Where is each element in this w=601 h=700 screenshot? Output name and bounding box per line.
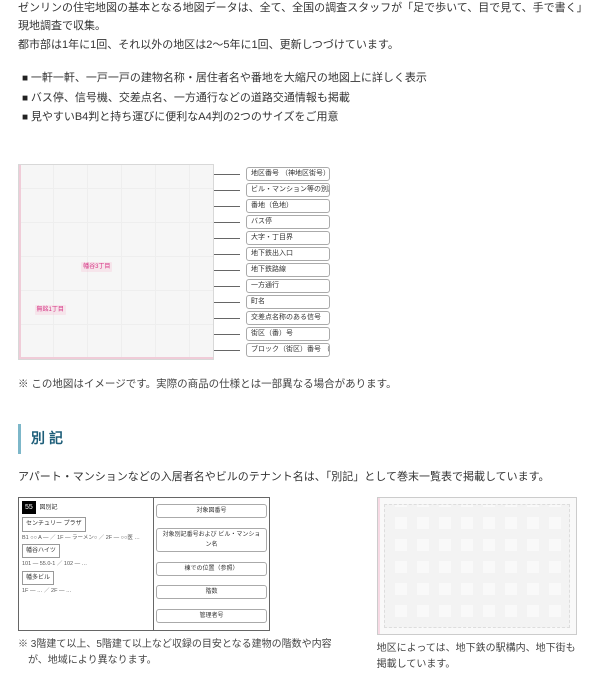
idx-pill: 棟での位置（参照） [156, 562, 267, 576]
bekki-left-caption: ※ 3階建て以上、5階建て以上など収録の目安となる建物の階数や内容が、地域により… [18, 637, 347, 669]
idx-pill: 階数 [156, 585, 267, 599]
map-label-a: 幡谷3丁目 [81, 262, 112, 272]
idx-pill: 対象別記番号および ビル・マンション名 [156, 528, 267, 552]
fig-badge-text: 図別記 [39, 505, 57, 511]
idx-pill: 対象図番号 [156, 504, 267, 518]
map-legend: 地区番号 （神地区街号） ビル・マンション等の別記整理番号 番地（色地） バス停… [214, 164, 330, 360]
bekki-desc: アパート・マンションなどの入居者名やビルのテナント名は、「別記」として巻末一覧表… [18, 468, 583, 487]
legend-item: 交差点名称のある信号 [246, 311, 330, 325]
legend-item: 街区（番）号 [246, 327, 330, 341]
feature-item: 一軒一軒、一戸一戸の建物名称・居住者名や番地を大縮尺の地図上に詳しく表示 [22, 69, 583, 89]
legend-item: 地下鉄路線 [246, 263, 330, 277]
bekki-right-col: 地区によっては、地下鉄の駅構内、地下街も掲載しています。 [377, 497, 583, 673]
legend-item: 番地（色地） [246, 199, 330, 213]
section-heading-bekki: 別記 [18, 424, 583, 454]
legend-item: 一方通行 [246, 279, 330, 293]
map-thumbnail: 幡谷3丁目 無銘1丁目 [18, 164, 214, 360]
legend-item: 町名 [246, 295, 330, 309]
legend-item: ブロック（街区）番号 （※整理番号） [246, 343, 330, 357]
feature-item: バス停、信号機、交差点名、一方通行などの道路交通情報も掲載 [22, 89, 583, 109]
legend-item: 地区番号 （神地区街号） [246, 167, 330, 181]
fig-bldg-1: センチュリー プラザ [22, 517, 86, 531]
intro-line-1: ゼンリンの住宅地図の基本となる地図データは、全て、全国の調査スタッフが「足で歩い… [18, 0, 583, 35]
bekki-row: 55 図別記 センチュリー プラザ B1 ○○ A — ／ 1F — ラーメン○… [18, 497, 583, 673]
feature-list: 一軒一軒、一戸一戸の建物名称・居住者名や番地を大縮尺の地図上に詳しく表示 バス停… [22, 69, 583, 128]
idx-pill: 管理者号 [156, 609, 267, 623]
feature-item: 見やすいB4判と持ち運びに便利なA4判の2つのサイズをご用意 [22, 108, 583, 128]
legend-item: ビル・マンション等の別記整理番号 [246, 183, 330, 197]
fig-index-col: 対象図番号 対象別記番号および ビル・マンション名 棟での位置（参照） 階数 管… [154, 498, 269, 630]
fig-bldg-2: 幡谷ハイツ [22, 544, 60, 558]
legend-item: バス停 [246, 215, 330, 229]
intro-block: ゼンリンの住宅地図の基本となる地図データは、全て、全国の調査スタッフが「足で歩い… [18, 0, 583, 55]
intro-line-2: 都市部は1年に1回、それ以外の地区は2〜5年に1回、更新しつづけています。 [18, 37, 583, 55]
fig-badge: 55 [22, 501, 36, 515]
underground-map-thumb [377, 497, 577, 635]
legend-item: 地下鉄出入口 [246, 247, 330, 261]
legend-item: 大字・丁目界 [246, 231, 330, 245]
map-note: ※ この地図はイメージです。実際の商品の仕様とは一部異なる場合があります。 [18, 376, 583, 394]
map-label-b: 無銘1丁目 [35, 305, 66, 315]
bekki-right-caption: 地区によっては、地下鉄の駅構内、地下街も掲載しています。 [377, 641, 583, 673]
map-figure: 幡谷3丁目 無銘1丁目 地区番号 （神地区街号） ビル・マンション等の別記整理番… [18, 164, 583, 360]
bekki-left-col: 55 図別記 センチュリー プラザ B1 ○○ A — ／ 1F — ラーメン○… [18, 497, 347, 669]
bekki-index-figure: 55 図別記 センチュリー プラザ B1 ○○ A — ／ 1F — ラーメン○… [18, 497, 270, 631]
fig-body-text: B1 ○○ A — ／ 1F — ラーメン○ ／ 2F — ○○医 … [22, 535, 150, 542]
fig-bldg-3: 幡多ビル [22, 571, 54, 585]
